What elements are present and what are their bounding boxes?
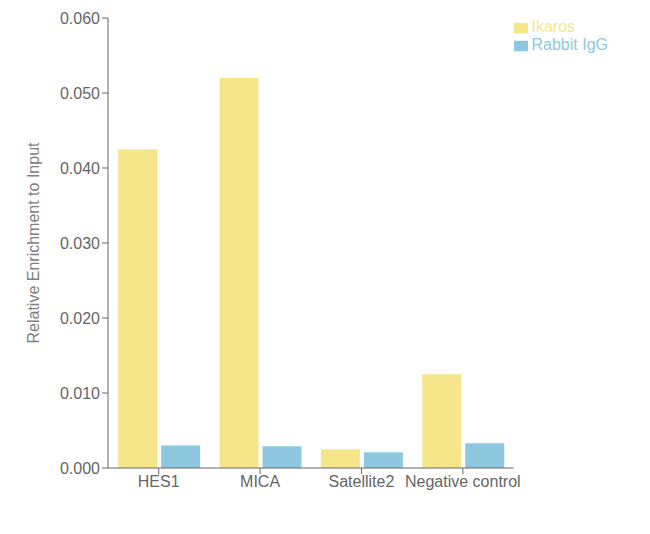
html-text:Rabbit IgG: Rabbit IgG bbox=[531, 36, 608, 53]
svg-text:HES1: HES1 bbox=[138, 473, 180, 490]
svg-text:Negative control: Negative control bbox=[405, 473, 521, 490]
svg-text:0.010: 0.010 bbox=[60, 385, 100, 402]
svg-text:Satellite2: Satellite2 bbox=[329, 473, 395, 490]
html-text:Ikaros: Ikaros bbox=[531, 18, 576, 35]
svg-text:MICA: MICA bbox=[240, 473, 280, 490]
svg-text:Relative Enrichment to Input: Relative Enrichment to Input bbox=[25, 142, 42, 344]
svg-text:0.040: 0.040 bbox=[60, 160, 100, 177]
svg-text:0.060: 0.060 bbox=[60, 10, 100, 27]
svg-text:0.000: 0.000 bbox=[60, 460, 100, 477]
svg-text:0.020: 0.020 bbox=[60, 310, 100, 327]
svg-text:0.050: 0.050 bbox=[60, 85, 100, 102]
svg-text:0.030: 0.030 bbox=[60, 235, 100, 252]
